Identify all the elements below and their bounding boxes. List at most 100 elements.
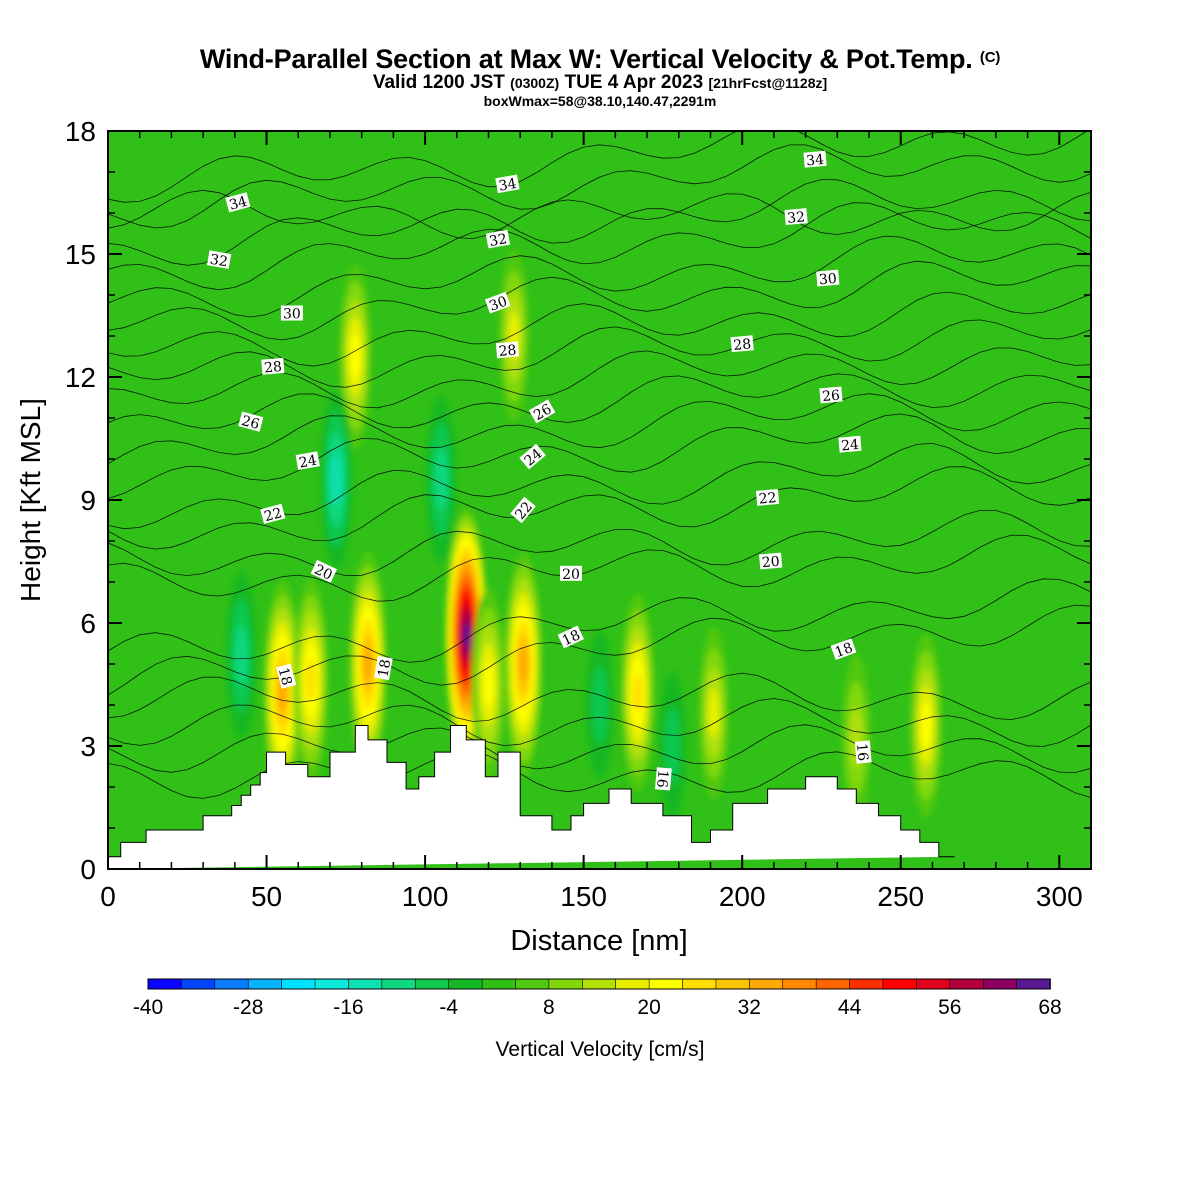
contour-label-text: 24 — [298, 453, 318, 472]
contour-label-text: 20 — [562, 567, 580, 583]
contour-label-bg — [238, 411, 264, 432]
forecast-info: [21hrFcst@1128z] — [708, 75, 828, 91]
contour-label-text: 20 — [312, 562, 335, 584]
y-axis-label: Height [Kft MSL] — [15, 398, 46, 602]
contour-label-text: 24 — [841, 437, 860, 454]
colorbar-swatch-24 — [949, 978, 984, 990]
colorbar-swatch-15 — [648, 978, 684, 990]
isentrope-19 — [108, 578, 1091, 663]
isentrope-17 — [108, 672, 1091, 722]
colorbar-swatch-26 — [1016, 978, 1051, 990]
contour-label-text: 32 — [787, 209, 806, 226]
contour-label-text: 30 — [283, 307, 301, 323]
contour-label-26: 32 — [784, 208, 808, 227]
valid-prefix: Valid 1200 JST — [372, 72, 505, 93]
contour-label-text: 26 — [240, 413, 261, 433]
y-axis-ticks: 0 3 6 9 12 15 18 — [65, 116, 1091, 885]
contour-label-bg — [819, 386, 843, 404]
chart-title: Wind-Parallel Section at Max W: Vertical… — [199, 44, 1001, 74]
contour-label-21: 30 — [280, 305, 303, 323]
isentrope-21 — [108, 509, 1091, 577]
contour-label-bg — [838, 435, 862, 453]
contour-label-bg — [803, 150, 827, 168]
isentrope-35 — [108, 131, 1088, 203]
valid-time-line: Valid 1200 JST (0300Z) TUE 4 Apr 2023 [2… — [0, 72, 1200, 94]
contour-label-bg — [225, 192, 251, 213]
colorbar-swatch-19 — [782, 978, 817, 990]
contour-label-text: 34 — [806, 152, 825, 169]
colorbar-swatch-17 — [715, 978, 751, 990]
colorbar-swatch-12 — [548, 978, 584, 990]
x-tick-label-200: 200 — [719, 881, 766, 912]
y-tick-label-18: 18 — [65, 116, 96, 147]
contour-label-bg — [816, 269, 840, 287]
contour-label-bg — [510, 496, 536, 524]
y-tick-label-12: 12 — [65, 362, 96, 393]
isentrope-25 — [108, 393, 1091, 465]
colorbar-swatch-23 — [916, 978, 951, 990]
y-tick-label-15: 15 — [65, 239, 96, 270]
valid-date: TUE 4 Apr 2023 — [564, 72, 704, 93]
updraft-2-band-8 — [363, 646, 373, 682]
colorbar-swatch-3 — [247, 978, 283, 990]
contour-label-text: 34 — [228, 194, 249, 214]
isentrope-24 — [108, 413, 1091, 499]
contour-label-bg — [560, 565, 582, 581]
contour-label-27: 34 — [225, 192, 251, 214]
colorbar-swatch-8 — [414, 978, 450, 990]
terrain-mask — [108, 725, 955, 869]
contour-label-text: 22 — [758, 490, 777, 507]
contour-label-bg — [485, 229, 511, 249]
colorbar-tick-label-7: 44 — [838, 996, 862, 1019]
colorbar-swatch-2 — [214, 978, 250, 990]
colorbar-tick-label-3: -4 — [439, 996, 458, 1019]
contour-label-0: 18 — [275, 663, 297, 689]
contour-label-text: 26 — [531, 401, 555, 424]
contour-label-4: 20 — [310, 559, 337, 584]
contour-label-text: 20 — [761, 554, 780, 571]
contour-label-bg — [557, 625, 584, 649]
colorbar-swatch-5 — [314, 978, 350, 990]
colorbar-tick-label-2: -16 — [333, 996, 363, 1019]
colorbar-tick-label-8: 56 — [938, 996, 961, 1019]
contour-label-1: 18 — [374, 655, 394, 681]
contour-label-bg — [759, 552, 783, 570]
contour-label-14: 24 — [838, 435, 862, 454]
colorbar-swatch-10 — [481, 978, 517, 990]
colorbar-swatch-11 — [515, 978, 550, 990]
contour-label-text: 16 — [853, 743, 870, 762]
contour-label-6: 20 — [759, 552, 783, 571]
isentrope-32 — [108, 202, 1091, 291]
contour-label-bg — [495, 341, 520, 359]
contour-label-text: 26 — [822, 388, 841, 405]
contour-label-7: 18 — [557, 625, 584, 649]
colorbar-swatch-16 — [682, 978, 717, 990]
contour-label-bg — [528, 399, 556, 424]
contour-label-5: 20 — [560, 565, 582, 583]
contour-label-text: 16 — [653, 769, 670, 788]
copyright-mark: (C) — [979, 49, 1001, 66]
contour-label-text: 22 — [262, 505, 283, 525]
colorbar-swatch-7 — [381, 978, 417, 990]
updraft-10-band-5 — [350, 334, 361, 379]
colorbar-swatch-21 — [849, 978, 884, 990]
downdraft-14-band-3 — [434, 449, 448, 510]
contour-label-15: 26 — [238, 411, 264, 433]
colorbar-tick-label-4: 8 — [543, 996, 555, 1019]
isentrope-15 — [108, 724, 1091, 774]
isentrope-26 — [108, 373, 1091, 429]
x-axis-ticks: 0 50 100 150 200 250 300 — [100, 131, 1083, 912]
colorbar-tick-label-0: -40 — [133, 996, 163, 1019]
colorbar-label: Vertical Velocity [cm/s] — [495, 1038, 705, 1061]
contour-label-text: 28 — [733, 336, 752, 353]
colorbar-swatch-0 — [147, 978, 183, 990]
contour-label-text: 18 — [560, 627, 583, 649]
downdraft-15-band-2 — [591, 666, 608, 744]
contour-label-text: 30 — [818, 271, 837, 288]
contour-label-bg — [730, 335, 754, 353]
y-tick-label-9: 9 — [80, 485, 96, 516]
contour-label-22: 30 — [484, 291, 511, 315]
updraft-3-band-16 — [463, 623, 470, 648]
contour-label-11: 22 — [755, 488, 780, 508]
